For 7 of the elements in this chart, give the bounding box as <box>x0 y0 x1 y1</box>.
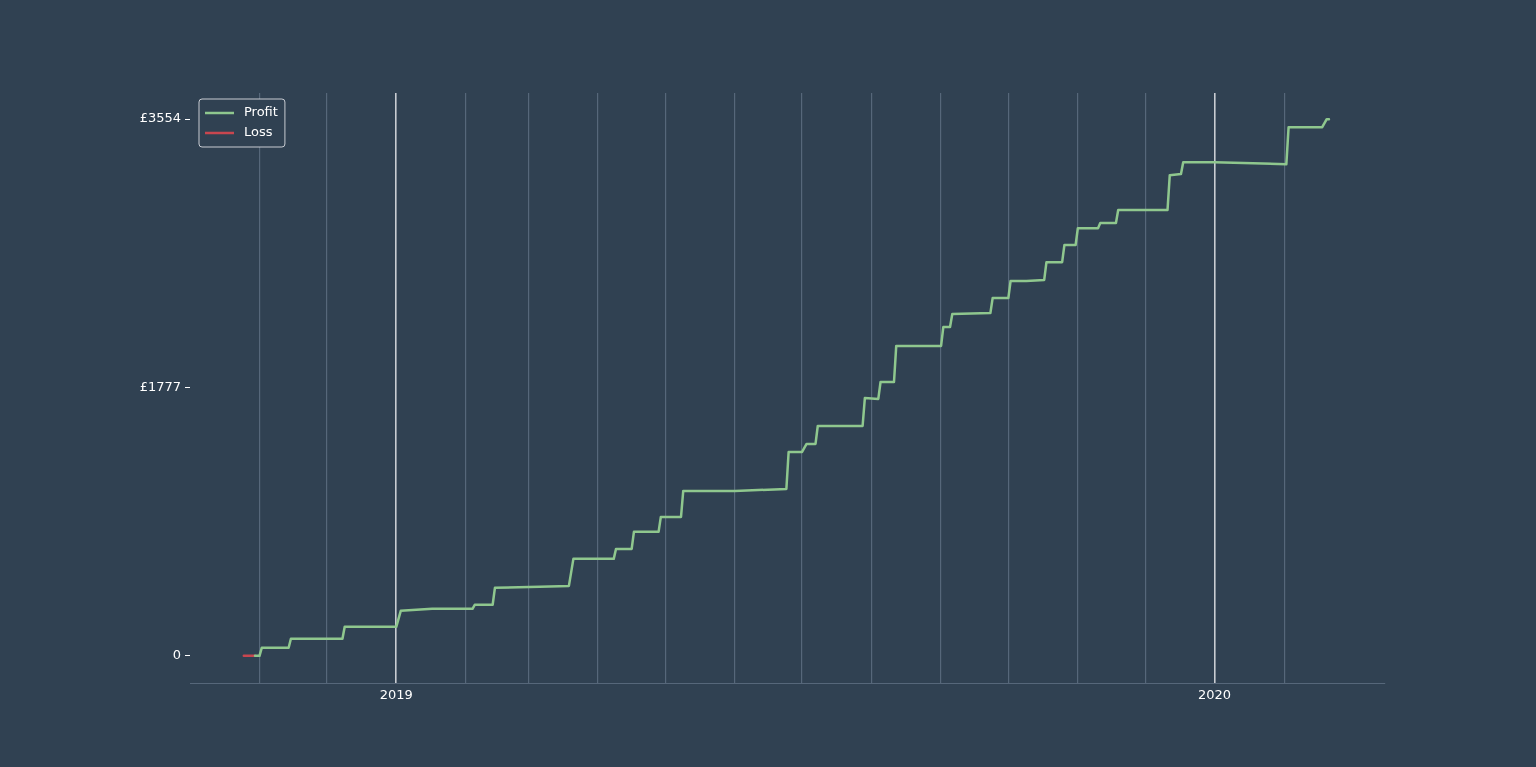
y-tick-label: 0 <box>172 647 181 663</box>
y-tick-label: £3554 <box>139 110 181 126</box>
y-tick-label: £1777 <box>139 378 181 394</box>
x-tick-label: 2020 <box>1198 686 1232 702</box>
x-tick-label: 2019 <box>379 686 413 702</box>
legend-label: Profit <box>244 104 278 120</box>
legend-label: Loss <box>244 124 273 140</box>
